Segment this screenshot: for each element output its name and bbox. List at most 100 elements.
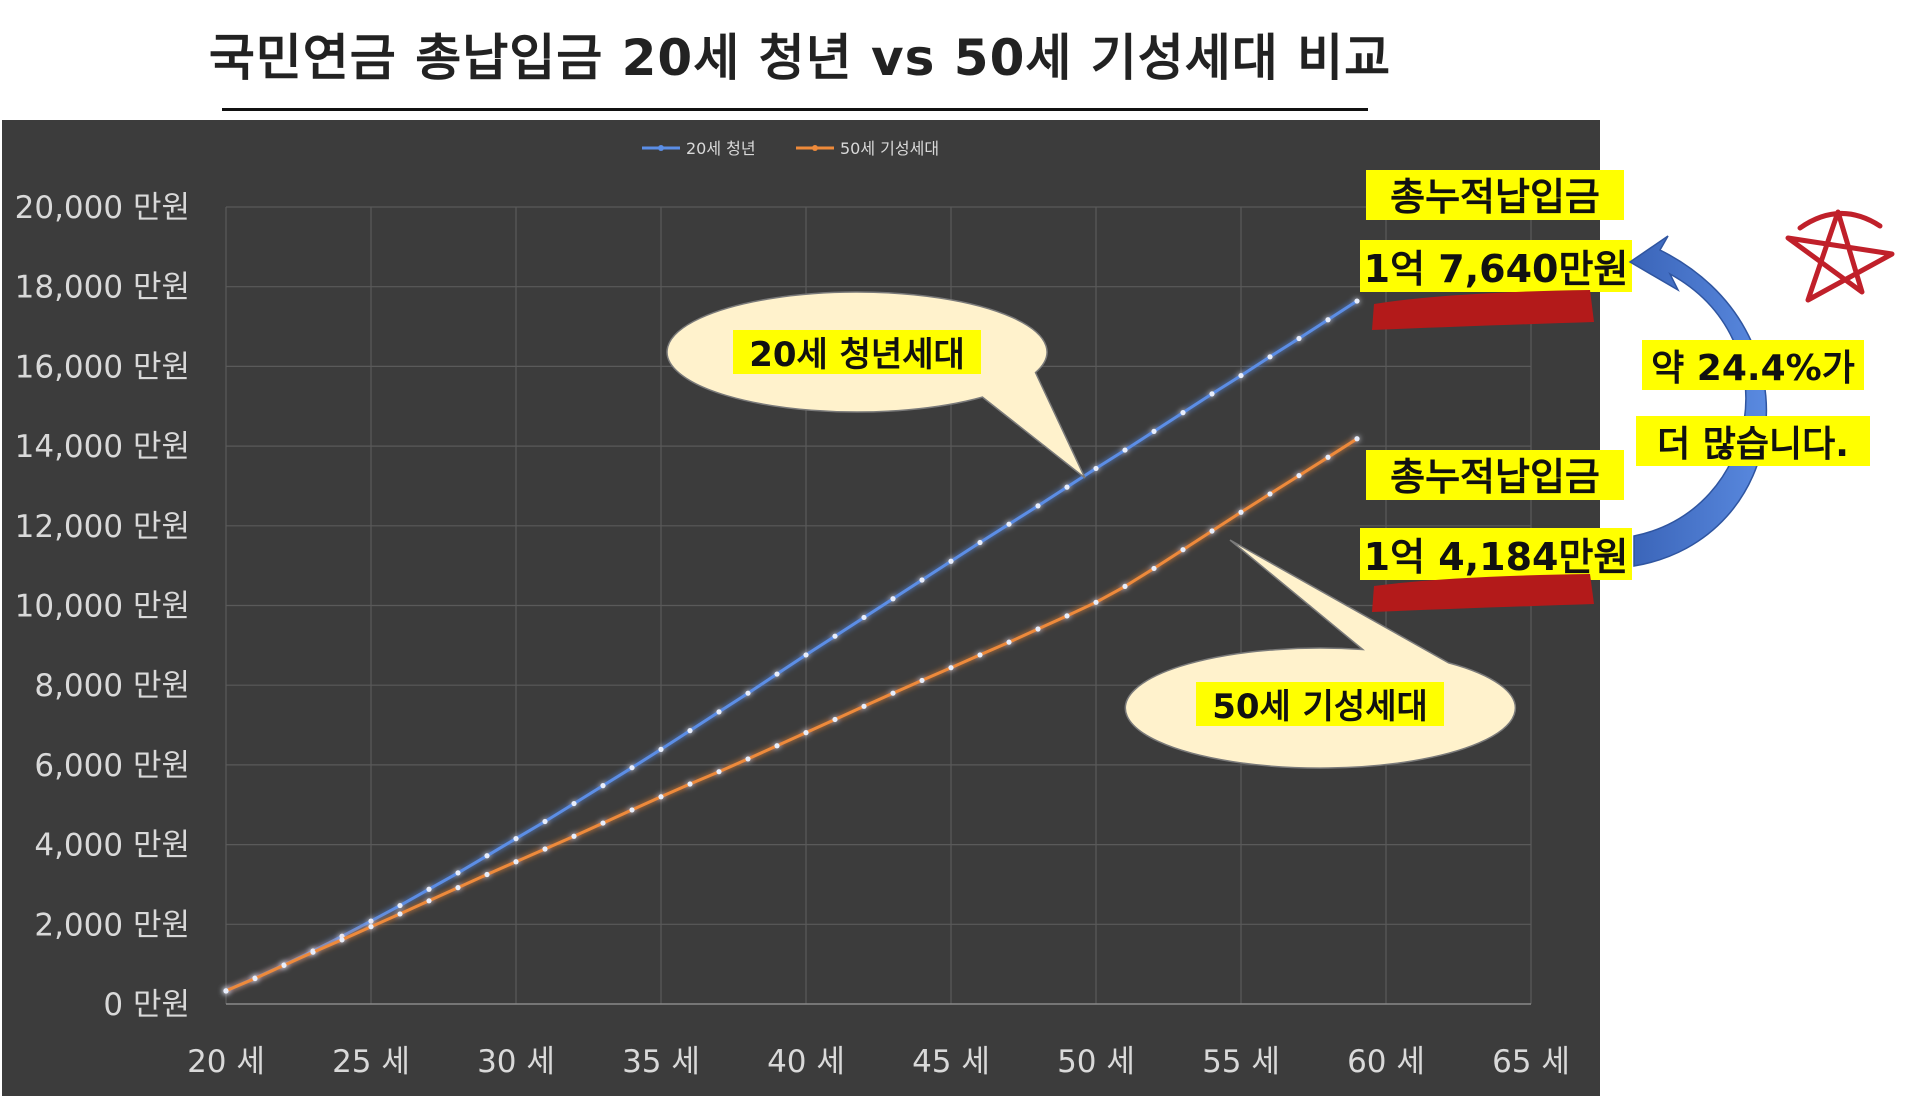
series-point xyxy=(919,677,925,684)
callout-elder: 50세 기성세대 xyxy=(1124,539,1517,769)
series-point xyxy=(1180,547,1186,553)
series-point xyxy=(687,728,693,734)
series-point xyxy=(1006,521,1012,527)
star-doodle-icon xyxy=(1785,209,1895,303)
series-point xyxy=(948,558,954,564)
series-point xyxy=(1035,503,1041,509)
series-point xyxy=(1267,354,1273,360)
x-tick-label: 35 세 xyxy=(622,1044,700,1080)
difference-line1-highlight xyxy=(1642,340,1864,390)
series-point xyxy=(368,918,374,924)
series-point xyxy=(919,577,925,583)
series-point xyxy=(513,859,519,865)
series-point xyxy=(745,756,751,762)
series-point xyxy=(977,539,983,546)
series-point xyxy=(484,853,490,859)
legend: 20세 청년 50세 기성세대 xyxy=(642,139,939,158)
increase-arrow xyxy=(1628,235,1768,567)
series-point xyxy=(339,933,345,939)
x-axis: 20 세 25 세 30 세 35 세 40 세 45 세 50 세 55 세 60 세 65 세 xyxy=(187,1044,1570,1080)
series-point xyxy=(1209,528,1215,534)
series-point xyxy=(1296,335,1302,342)
series-point xyxy=(397,911,403,917)
series-point xyxy=(629,765,635,771)
series-point xyxy=(832,633,838,639)
y-tick-label: 14,000 만원 xyxy=(15,429,190,465)
x-tick-label: 30 세 xyxy=(477,1044,555,1080)
series-point xyxy=(1209,391,1215,397)
series-point xyxy=(1325,317,1331,323)
series-point xyxy=(1064,484,1070,490)
elder-total-label: 총누적납입금 xyxy=(1390,455,1600,499)
series-point xyxy=(1151,565,1157,572)
title-underline xyxy=(222,108,1368,111)
difference-line2-highlight xyxy=(1636,416,1870,466)
series-point xyxy=(223,988,229,994)
series-point xyxy=(1354,436,1360,442)
youth-total-value: 1억 7,640만원 xyxy=(1364,247,1629,291)
x-tick-label: 20 세 xyxy=(187,1044,265,1080)
callout-elder-text: 50세 기성세대 xyxy=(1212,687,1428,727)
series-point xyxy=(658,794,664,800)
youth-total-label: 총누적납입금 xyxy=(1390,175,1600,219)
y-tick-label: 2,000 만원 xyxy=(34,907,190,943)
series-point xyxy=(948,665,954,671)
x-tick-label: 50 세 xyxy=(1057,1044,1135,1080)
series-point xyxy=(1093,465,1099,472)
series-point xyxy=(1180,410,1186,416)
series-point xyxy=(1064,613,1070,619)
series-point xyxy=(1354,298,1360,304)
y-tick-label: 4,000 만원 xyxy=(34,828,190,864)
series-point xyxy=(339,937,345,943)
series-point xyxy=(397,902,403,909)
x-tick-label: 25 세 xyxy=(332,1044,410,1080)
series-point xyxy=(455,885,461,891)
series-point xyxy=(658,746,664,752)
series-point xyxy=(1093,599,1099,605)
series-line-1 xyxy=(225,437,1358,993)
series-point xyxy=(1325,454,1331,460)
series-point xyxy=(252,975,258,982)
series-point xyxy=(455,870,461,876)
legend-marker-youth xyxy=(658,145,664,151)
y-tick-label: 8,000 만원 xyxy=(34,668,190,704)
series-point xyxy=(426,886,432,892)
series-point xyxy=(629,807,635,813)
series-point xyxy=(600,783,606,789)
difference-line2: 더 많습니다. xyxy=(1657,424,1849,465)
elder-total: 총누적납입금 1억 4,184만원 xyxy=(1360,450,1632,612)
series-point xyxy=(368,924,374,930)
series-point xyxy=(977,652,983,658)
elder-total-value-highlight xyxy=(1360,528,1632,580)
callout-youth-highlight xyxy=(733,330,981,374)
series xyxy=(223,298,1360,994)
legend-label-elder: 50세 기성세대 xyxy=(840,139,939,158)
y-tick-label: 20,000 만원 xyxy=(15,190,190,226)
x-tick-label: 55 세 xyxy=(1202,1044,1280,1080)
series-1 xyxy=(223,436,1360,994)
series-point xyxy=(1122,583,1128,589)
series-point xyxy=(542,818,548,825)
x-tick-label: 40 세 xyxy=(767,1044,845,1080)
y-tick-label: 18,000 만원 xyxy=(15,270,190,306)
series-point xyxy=(861,614,867,621)
y-tick-label: 12,000 만원 xyxy=(15,509,190,545)
elder-strike-mark xyxy=(1372,574,1594,612)
series-point xyxy=(716,709,722,715)
series-point xyxy=(745,690,751,696)
difference-line1: 약 24.4%가 xyxy=(1651,348,1855,389)
youth-strike-mark xyxy=(1372,290,1594,330)
series-point xyxy=(281,962,287,968)
y-tick-label: 0 만원 xyxy=(103,987,190,1023)
y-tick-label: 10,000 만원 xyxy=(15,589,190,625)
page-title: 국민연금 총납입금 20세 청년 vs 50세 기성세대 비교 xyxy=(208,29,1392,87)
series-point xyxy=(571,833,577,839)
series-point xyxy=(774,743,780,749)
x-tick-label: 65 세 xyxy=(1492,1044,1570,1080)
series-point xyxy=(513,836,519,842)
series-point xyxy=(1122,447,1128,453)
y-tick-label: 6,000 만원 xyxy=(34,748,190,784)
series-point xyxy=(803,652,809,658)
youth-total: 총누적납입금 1억 7,640만원 xyxy=(1360,170,1632,330)
